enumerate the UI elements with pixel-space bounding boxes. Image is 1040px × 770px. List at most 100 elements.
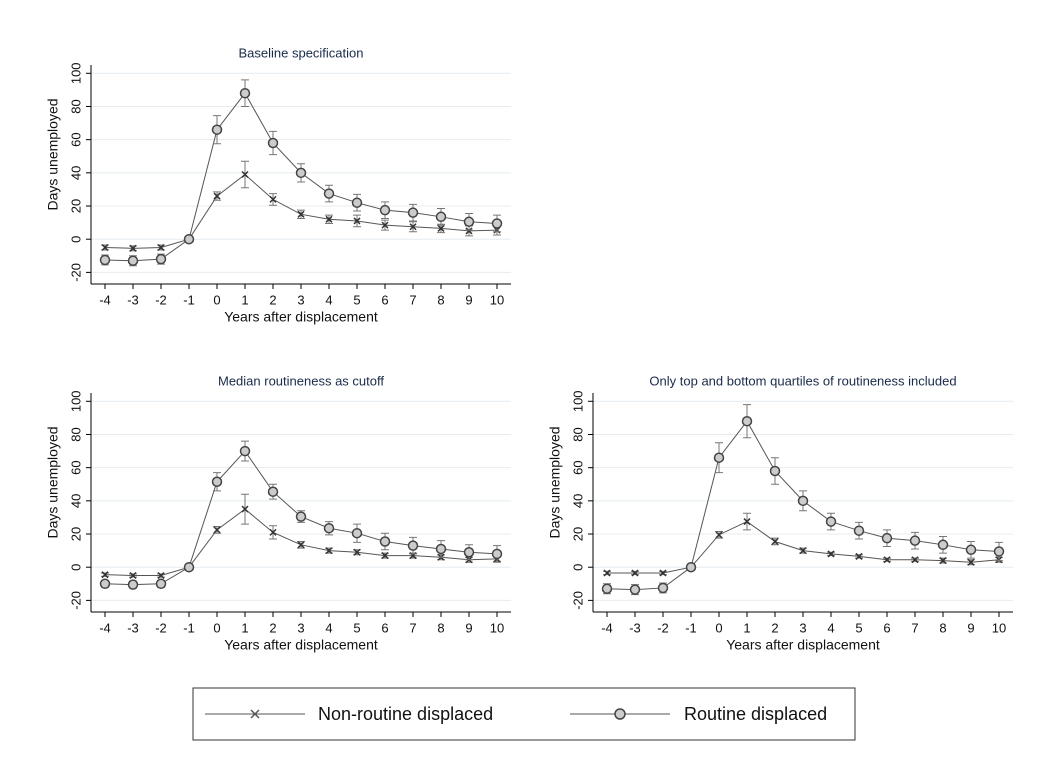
x-tick-label: -2 [657,620,669,635]
marker [407,207,419,218]
x-tick-label: 9 [967,620,974,635]
y-tick-label: 100 [68,62,83,84]
marker [601,583,613,595]
marker [351,197,363,208]
x-tick-label: 8 [939,620,946,635]
marker [267,137,279,149]
y-tick-label: 60 [570,460,585,474]
x-tick-label: -1 [183,292,195,307]
x-tick-label: 3 [799,620,806,635]
x-tick-label: 10 [992,620,1006,635]
marker [715,531,723,539]
x-tick-label: 6 [381,620,388,635]
x-tick-label: 6 [381,292,388,307]
x-tick-label: 5 [353,292,360,307]
x-tick-label: 2 [771,620,778,635]
marker [883,556,891,564]
x-tick-label: 7 [409,620,416,635]
marker [323,188,335,199]
marker [241,505,249,513]
legend-marker [614,708,626,720]
x-tick-label: -1 [685,620,697,635]
marker [465,227,473,235]
marker [239,445,251,457]
marker [183,233,195,245]
x-tick-label: 8 [437,292,444,307]
marker [881,532,893,544]
marker [211,124,223,135]
marker [295,511,307,522]
legend-label: Non-routine displaced [318,704,493,724]
x-tick-label: 4 [827,620,834,635]
marker [463,547,475,558]
marker [295,167,307,179]
chart-title: Baseline specification [238,45,363,60]
marker [741,415,753,427]
x-axis-title: Years after displacement [224,309,378,325]
y-tick-label: 40 [68,494,83,508]
x-tick-label: -1 [183,620,195,635]
marker [101,571,109,579]
chart-title: Median routineness as cutoff [218,373,384,388]
x-tick-label: -4 [601,620,613,635]
legend-label: Routine displaced [684,704,827,724]
marker [771,537,779,546]
marker [825,516,837,527]
marker [437,224,445,232]
marker [129,571,137,580]
x-tick-label: -3 [127,292,139,307]
x-axis-title: Years after displacement [224,637,378,653]
y-tick-label: -20 [570,591,585,610]
chart-title: Only top and bottom quartiles of routine… [649,373,956,388]
marker [157,571,165,580]
y-tick-label: 80 [68,99,83,113]
y-tick-label: 20 [68,199,83,213]
marker [435,543,447,555]
y-axis-title: Days unemployed [45,98,61,210]
x-tick-label: 2 [269,292,276,307]
marker [631,569,639,577]
marker [713,452,725,463]
marker [797,495,809,507]
marker [407,540,419,551]
x-tick-label: 3 [297,620,304,635]
marker [241,170,249,179]
marker [379,204,391,216]
y-tick-label: 100 [68,390,83,412]
marker [993,546,1005,557]
marker [297,210,305,218]
y-tick-label: 0 [570,564,585,571]
marker [297,541,305,549]
x-tick-label: -4 [99,292,111,307]
marker [491,218,503,229]
x-tick-label: 1 [241,620,248,635]
x-tick-label: -4 [99,620,111,635]
x-tick-label: -3 [127,620,139,635]
marker [799,547,807,555]
marker [101,243,109,252]
x-tick-label: 6 [883,620,890,635]
marker [911,556,919,564]
marker [99,254,111,266]
marker [129,244,137,252]
marker [155,253,167,265]
y-tick-label: 60 [68,460,83,474]
x-tick-label: 1 [743,620,750,635]
marker [183,561,195,573]
marker [213,526,221,534]
marker [269,195,277,203]
y-tick-label: 80 [570,427,585,441]
marker [603,569,611,577]
x-tick-label: 10 [490,620,504,635]
marker [325,215,333,223]
y-axis-title: Days unemployed [45,426,61,538]
x-tick-label: 0 [213,292,220,307]
marker [855,552,863,560]
marker [629,584,641,595]
x-tick-label: 9 [465,620,472,635]
marker [353,217,361,225]
x-tick-label: 7 [911,620,918,635]
x-axis-title: Years after displacement [726,637,880,653]
